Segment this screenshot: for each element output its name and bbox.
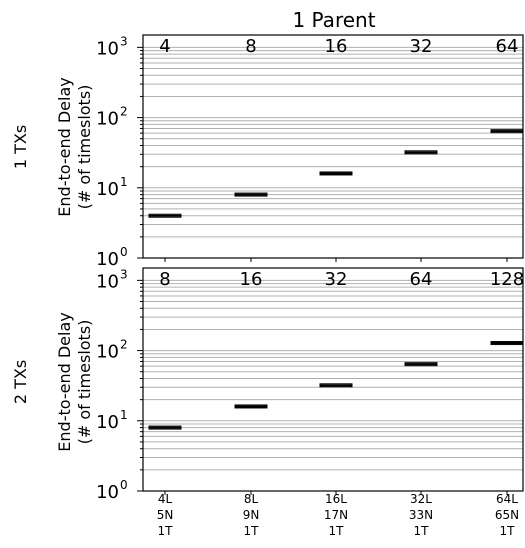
y-tick-label: 10 xyxy=(96,179,119,200)
x-tick-label-1-line-2: 1T xyxy=(244,524,260,538)
x-tick-label-0-line-1: 5N xyxy=(157,508,174,522)
y-tick-label: 10 xyxy=(96,482,119,503)
x-tick-label-0-line-2: 1T xyxy=(158,524,174,538)
value-label-0: 8 xyxy=(159,269,170,290)
y-tick-label-exponent: 2 xyxy=(120,105,128,119)
value-label-3: 32 xyxy=(410,36,433,57)
figure-title: 1 Parent xyxy=(292,8,375,32)
x-tick-label-4-line-1: 65N xyxy=(495,508,519,522)
row-label-2: 2 TXs xyxy=(11,360,30,404)
value-label-1: 16 xyxy=(240,269,263,290)
x-tick-label-0-line-0: 4L xyxy=(158,492,173,506)
y-tick-label-exponent: 2 xyxy=(120,338,128,352)
y-tick-label-exponent: 0 xyxy=(120,478,128,492)
value-label-0: 4 xyxy=(159,36,170,57)
x-tick-label-2-line-0: 16L xyxy=(325,492,347,506)
y-tick-label: 10 xyxy=(96,412,119,433)
value-label-4: 64 xyxy=(496,36,519,57)
x-tick-label-3-line-0: 32L xyxy=(410,492,432,506)
ylabel-bottom-line2: (# of timeslots) xyxy=(75,320,94,445)
axes-frame xyxy=(142,34,524,259)
y-tick-label-exponent: 1 xyxy=(120,175,128,189)
x-tick-labels: 4L 5N 1T 8L 9N 1T 16L 17N 1T 32L 33N 1T 64L 65N 1T xyxy=(157,492,519,538)
y-tick-label: 10 xyxy=(96,38,119,59)
x-tick-label-3-line-2: 1T xyxy=(414,524,430,538)
value-label-2: 16 xyxy=(325,36,348,57)
x-tick-label-1-line-1: 9N xyxy=(243,508,260,522)
x-tick-label-4-line-2: 1T xyxy=(500,524,516,538)
x-tick-label-1-line-0: 8L xyxy=(244,492,259,506)
y-tick-label-exponent: 1 xyxy=(120,408,128,422)
value-label-4: 128 xyxy=(490,269,524,290)
row-label-1: 1 TXs xyxy=(11,125,30,169)
y-tick-label-exponent: 3 xyxy=(120,34,128,48)
y-tick-label-exponent: 3 xyxy=(120,267,128,281)
axes-frame xyxy=(142,267,524,492)
y-tick-label: 10 xyxy=(96,249,119,270)
x-tick-label-2-line-2: 1T xyxy=(329,524,345,538)
x-tick-label-4-line-0: 64L xyxy=(496,492,518,506)
y-tick-label-exponent: 0 xyxy=(120,245,128,259)
y-tick-label: 10 xyxy=(96,271,119,292)
value-label-3: 64 xyxy=(410,269,433,290)
ylabel-top-line2: (# of timeslots) xyxy=(75,85,94,210)
ylabel-bottom-line1: End-to-end Delay xyxy=(55,312,74,451)
x-tick-label-2-line-1: 17N xyxy=(324,508,348,522)
value-label-2: 32 xyxy=(325,269,348,290)
y-tick-label: 10 xyxy=(96,109,119,130)
ylabel-top-line1: End-to-end Delay xyxy=(55,77,74,216)
value-label-1: 8 xyxy=(245,36,256,57)
y-tick-label: 10 xyxy=(96,342,119,363)
x-tick-label-3-line-1: 33N xyxy=(409,508,433,522)
